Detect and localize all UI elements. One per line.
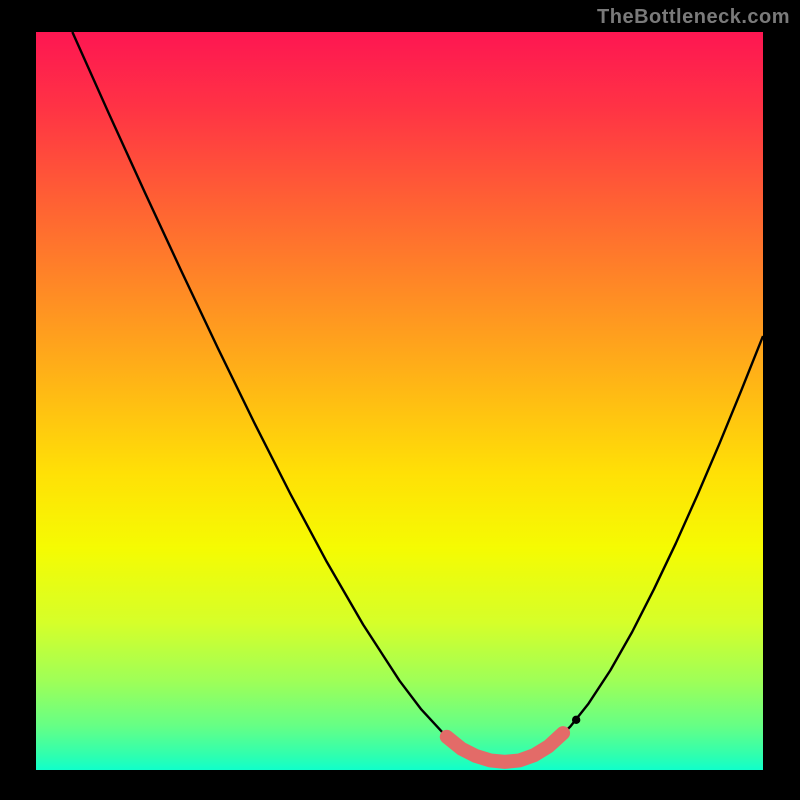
watermark-text: TheBottleneck.com bbox=[597, 6, 790, 29]
bottleneck-chart bbox=[0, 0, 800, 800]
marker-dot bbox=[572, 716, 580, 724]
inner-heat-panel bbox=[36, 32, 763, 770]
stage: TheBottleneck.com bbox=[0, 0, 800, 800]
